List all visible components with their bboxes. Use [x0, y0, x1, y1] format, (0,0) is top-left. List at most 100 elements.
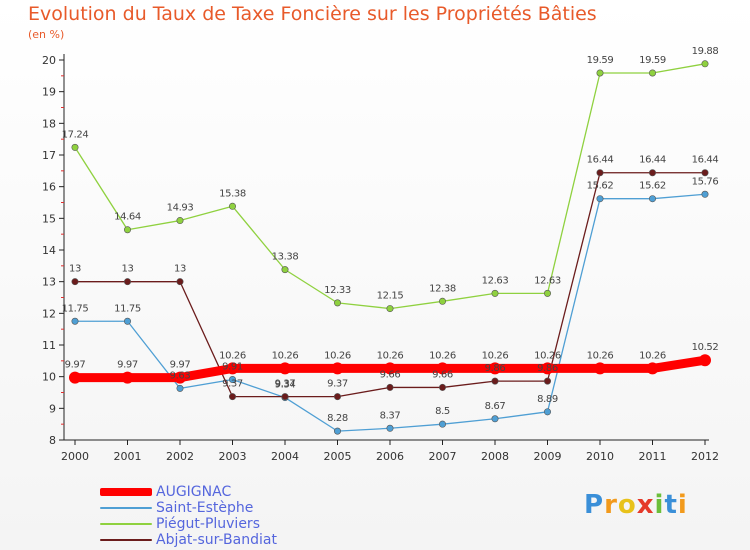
- x-tick-label: 2010: [586, 450, 614, 463]
- legend-label: Piégut-Pluviers: [156, 516, 260, 532]
- data-label: 9.86: [485, 363, 506, 374]
- y-tick-label: 15: [42, 212, 56, 225]
- data-label: 10.26: [324, 350, 351, 361]
- data-label: 16.44: [692, 155, 719, 166]
- data-label: 9.97: [117, 360, 138, 371]
- line-chart: 8 9 10 11 12 13 14 15 16 17 18 19 20 2000 2001 2002 2003…: [42, 46, 719, 463]
- data-point: [699, 354, 711, 367]
- data-point: [491, 415, 499, 423]
- data-point: [491, 289, 499, 297]
- data-label: 9.66: [432, 369, 453, 380]
- data-point: [281, 266, 289, 274]
- data-label: 9.34: [275, 380, 296, 391]
- data-label: 12.33: [324, 285, 351, 296]
- data-label: 12.63: [482, 275, 509, 286]
- logo-letter: t: [664, 490, 678, 520]
- data-point: [333, 427, 341, 435]
- x-tick-label: 2003: [219, 450, 247, 463]
- data-label: 19.88: [692, 46, 719, 57]
- x-tick-label: 2008: [481, 450, 509, 463]
- y-tick-label: 18: [42, 117, 56, 130]
- data-label: 19.59: [639, 55, 666, 66]
- legend: AUGIGNAC Saint-Estèphe Piégut-Pluviers A…: [100, 484, 277, 548]
- data-point: [438, 420, 446, 428]
- data-point: [438, 383, 446, 391]
- y-tick-label: 14: [42, 244, 56, 257]
- data-label: 12.15: [377, 291, 404, 302]
- data-point: [648, 169, 656, 177]
- data-point: [124, 226, 132, 234]
- data-label: 16.44: [587, 155, 614, 166]
- data-point: [384, 362, 396, 375]
- data-label: 13: [69, 264, 81, 275]
- data-point: [541, 362, 554, 375]
- x-tick-label: 2001: [114, 450, 142, 463]
- data-label: 15.62: [587, 181, 614, 192]
- data-point: [226, 362, 239, 375]
- data-label: 17.24: [62, 129, 89, 140]
- data-point: [596, 195, 604, 203]
- legend-item-abjat-sur-bandiat: Abjat-sur-Bandiat: [100, 532, 277, 548]
- data-label: 10.26: [219, 350, 246, 361]
- data-point: [229, 393, 237, 401]
- data-point: [438, 297, 446, 305]
- data-label: 9.37: [275, 379, 296, 390]
- data-label: 13: [174, 264, 186, 275]
- data-point: [333, 299, 341, 307]
- data-point: [279, 362, 291, 375]
- data-point: [489, 362, 501, 375]
- data-point: [386, 383, 394, 391]
- data-point: [701, 169, 709, 177]
- y-tick-label: 13: [42, 276, 56, 289]
- data-label: 15.62: [639, 181, 666, 192]
- y-tick-label: 12: [42, 307, 56, 320]
- data-point: [176, 217, 184, 225]
- data-point: [596, 169, 604, 177]
- data-point: [124, 317, 132, 325]
- data-point: [543, 408, 551, 416]
- y-tick-label: 9: [49, 402, 56, 415]
- data-label: 9.97: [65, 360, 86, 371]
- x-tick-label: 2005: [324, 450, 352, 463]
- data-point: [543, 289, 551, 297]
- logo-letter: i: [677, 490, 688, 520]
- y-tick-label: 8: [49, 434, 56, 447]
- data-label: 9.37: [327, 379, 348, 390]
- y-tick-label: 17: [42, 149, 56, 162]
- data-label: 14.64: [114, 212, 141, 223]
- y-tick-label: 11: [42, 339, 56, 352]
- data-label: 13.38: [272, 252, 299, 263]
- data-point: [71, 278, 79, 286]
- data-label: 10.26: [534, 350, 561, 361]
- y-tick-label: 20: [42, 54, 56, 67]
- data-point: [386, 305, 394, 313]
- data-point: [69, 371, 81, 384]
- data-label: 10.26: [377, 350, 404, 361]
- data-point: [386, 424, 394, 432]
- y-tick-label: 10: [42, 371, 56, 384]
- data-point: [701, 190, 709, 198]
- data-label: 9.63: [170, 370, 191, 381]
- data-point: [124, 278, 132, 286]
- logo-letter: i: [654, 490, 665, 520]
- y-axis-unit-label: (en %): [28, 28, 65, 41]
- data-label: 8.67: [485, 401, 506, 412]
- x-tick-label: 2002: [166, 450, 194, 463]
- logo-letter: P: [584, 490, 605, 520]
- y-tick-label: 19: [42, 86, 56, 99]
- data-point: [333, 393, 341, 401]
- legend-item-saint-estephe: Saint-Estèphe: [100, 500, 277, 516]
- data-point: [648, 195, 656, 203]
- data-point: [594, 362, 606, 375]
- data-label: 12.63: [534, 275, 561, 286]
- data-point: [596, 69, 604, 77]
- data-point: [229, 376, 237, 384]
- data-point: [491, 377, 499, 385]
- x-tick-label: 2004: [271, 450, 299, 463]
- legend-item-augignac: AUGIGNAC: [100, 484, 277, 500]
- data-point: [646, 362, 659, 375]
- data-label: 9.91: [222, 362, 243, 373]
- x-tick-label: 2006: [376, 450, 404, 463]
- data-label: 12.38: [429, 283, 456, 294]
